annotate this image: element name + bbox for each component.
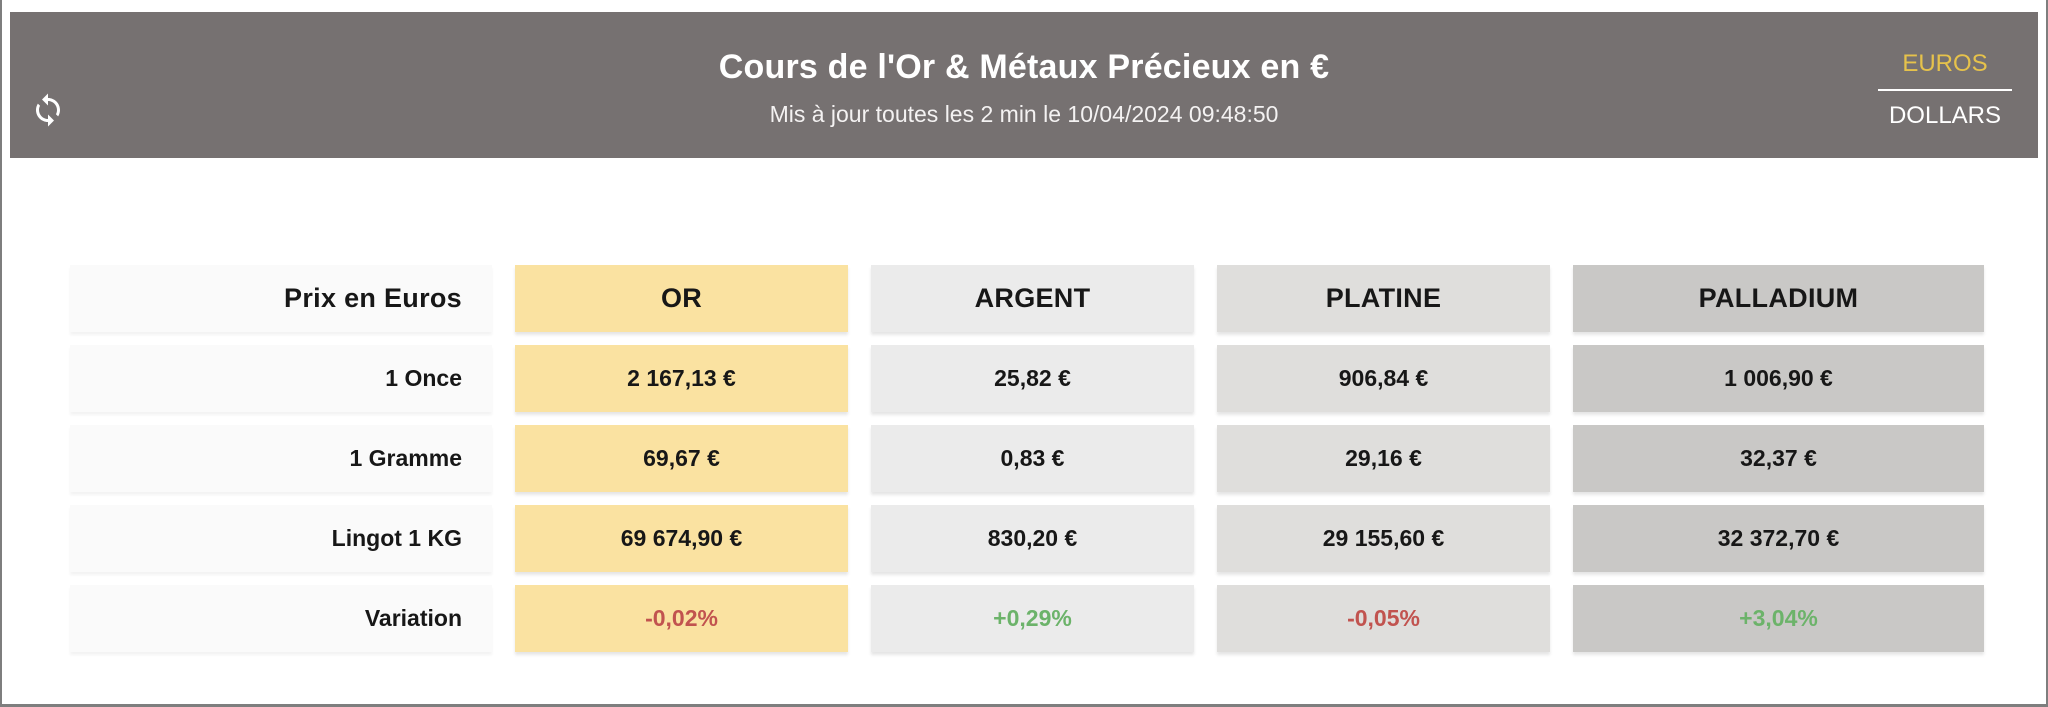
variation-platine: -0,05%: [1217, 585, 1550, 652]
value-palladium-gramme: 32,37 €: [1573, 425, 1984, 492]
value-or-gramme: 69,67 €: [515, 425, 848, 492]
row-label-variation: Variation: [70, 585, 492, 652]
variation-or: -0,02%: [515, 585, 848, 652]
currency-option-euros[interactable]: EUROS: [1902, 50, 1988, 77]
value-argent-lingot: 830,20 €: [871, 505, 1194, 572]
refresh-icon: [36, 93, 60, 127]
last-updated-text: Mis à jour toutes les 2 min le 10/04/202…: [769, 101, 1279, 127]
value-argent-gramme: 0,83 €: [871, 425, 1194, 492]
variation-argent: +0,29%: [871, 585, 1194, 652]
row-label-gramme: 1 Gramme: [70, 425, 492, 492]
value-platine-gramme: 29,16 €: [1217, 425, 1550, 492]
value-palladium-lingot: 32 372,70 €: [1573, 505, 1984, 572]
value-or-once: 2 167,13 €: [515, 345, 848, 412]
corner-header-cell: Prix en Euros: [70, 265, 492, 332]
header-bar: Cours de l'Or & Métaux Précieux en € Mis…: [10, 12, 2038, 158]
value-palladium-once: 1 006,90 €: [1573, 345, 1984, 412]
refresh-button[interactable]: [30, 92, 66, 128]
column-header-palladium: PALLADIUM: [1573, 265, 1984, 332]
value-platine-lingot: 29 155,60 €: [1217, 505, 1550, 572]
column-header-argent: ARGENT: [871, 265, 1194, 332]
row-label-once: 1 Once: [70, 345, 492, 412]
value-or-lingot: 69 674,90 €: [515, 505, 848, 572]
row-label-lingot: Lingot 1 KG: [70, 505, 492, 572]
currency-toggle: EUROS DOLLARS: [1878, 50, 2012, 130]
currency-option-dollars[interactable]: DOLLARS: [1888, 102, 2002, 129]
variation-palladium: +3,04%: [1573, 585, 1984, 652]
column-header-platine: PLATINE: [1217, 265, 1550, 332]
value-platine-once: 906,84 €: [1217, 345, 1550, 412]
price-table: Prix en Euros OR ARGENT PLATINE PALLADIU…: [70, 265, 1984, 652]
value-argent-once: 25,82 €: [871, 345, 1194, 412]
header-titles: Cours de l'Or & Métaux Précieux en € Mis…: [10, 12, 2038, 128]
page-title: Cours de l'Or & Métaux Précieux en €: [718, 48, 1330, 86]
currency-toggle-divider: [1878, 89, 2012, 91]
column-header-or: OR: [515, 265, 848, 332]
